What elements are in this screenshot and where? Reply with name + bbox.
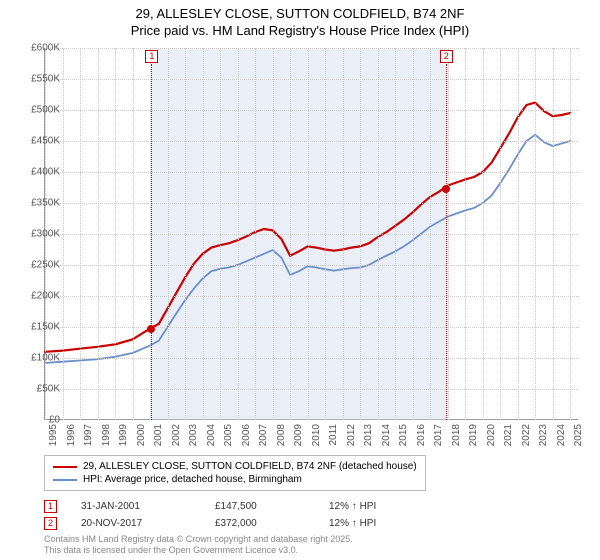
- x-axis-label: 2022: [521, 424, 532, 454]
- marker-price: £147,500: [215, 501, 305, 512]
- legend-swatch: [53, 479, 77, 481]
- x-axis-label: 2011: [328, 424, 339, 454]
- title-address: 29, ALLESLEY CLOSE, SUTTON COLDFIELD, B7…: [0, 6, 600, 21]
- marker-number-box: 1: [44, 500, 57, 513]
- x-axis-label: 2023: [538, 424, 549, 454]
- x-axis-label: 2004: [206, 424, 217, 454]
- plot-area: 12: [44, 48, 578, 420]
- legend-label: 29, ALLESLEY CLOSE, SUTTON COLDFIELD, B7…: [83, 461, 417, 472]
- y-axis-label: £350K: [10, 198, 60, 209]
- x-axis-label: 1997: [83, 424, 94, 454]
- marker-price: £372,000: [215, 518, 305, 529]
- y-axis-label: £400K: [10, 167, 60, 178]
- x-axis-label: 2016: [416, 424, 427, 454]
- marker-pct: 12% ↑ HPI: [329, 518, 439, 529]
- footer-attribution: Contains HM Land Registry data © Crown c…: [44, 534, 353, 556]
- x-axis-label: 2008: [276, 424, 287, 454]
- x-axis-label: 2000: [136, 424, 147, 454]
- x-axis-label: 1996: [66, 424, 77, 454]
- x-axis-label: 2019: [468, 424, 479, 454]
- x-axis-label: 2010: [311, 424, 322, 454]
- title-block: 29, ALLESLEY CLOSE, SUTTON COLDFIELD, B7…: [0, 0, 600, 38]
- marker-dot: [442, 185, 450, 193]
- marker-date: 31-JAN-2001: [81, 501, 191, 512]
- marker-date: 20-NOV-2017: [81, 518, 191, 529]
- marker-dot: [147, 325, 155, 333]
- y-axis-label: £300K: [10, 229, 60, 240]
- x-axis-label: 2020: [486, 424, 497, 454]
- footer-line: This data is licensed under the Open Gov…: [44, 545, 353, 556]
- marker-flag: 1: [145, 50, 158, 63]
- x-axis-label: 1999: [118, 424, 129, 454]
- x-axis-label: 2015: [398, 424, 409, 454]
- y-axis-label: £500K: [10, 105, 60, 116]
- x-axis-label: 2005: [223, 424, 234, 454]
- x-axis-label: 2007: [258, 424, 269, 454]
- x-axis-label: 2014: [381, 424, 392, 454]
- legend-label: HPI: Average price, detached house, Birm…: [83, 474, 302, 485]
- x-axis-label: 2012: [346, 424, 357, 454]
- data-point-row: 1 31-JAN-2001 £147,500 12% ↑ HPI: [44, 498, 439, 515]
- legend-swatch: [53, 466, 77, 468]
- y-axis-label: £550K: [10, 74, 60, 85]
- x-axis-label: 1998: [101, 424, 112, 454]
- footer-line: Contains HM Land Registry data © Crown c…: [44, 534, 353, 545]
- x-axis-label: 2009: [293, 424, 304, 454]
- y-axis-label: £250K: [10, 260, 60, 271]
- y-axis-label: £450K: [10, 136, 60, 147]
- title-subtitle: Price paid vs. HM Land Registry's House …: [0, 23, 600, 38]
- x-axis-label: 2017: [433, 424, 444, 454]
- x-axis-label: 2018: [451, 424, 462, 454]
- y-axis-label: £50K: [10, 384, 60, 395]
- y-axis-label: £100K: [10, 353, 60, 364]
- marker-number-box: 2: [44, 517, 57, 530]
- marker-flag: 2: [440, 50, 453, 63]
- chart-container: 29, ALLESLEY CLOSE, SUTTON COLDFIELD, B7…: [0, 0, 600, 560]
- legend-box: 29, ALLESLEY CLOSE, SUTTON COLDFIELD, B7…: [44, 455, 426, 491]
- x-axis-label: 2001: [153, 424, 164, 454]
- y-axis-label: £150K: [10, 322, 60, 333]
- x-axis-label: 2003: [188, 424, 199, 454]
- x-axis-label: 2013: [363, 424, 374, 454]
- x-axis-label: 2002: [171, 424, 182, 454]
- x-axis-label: 2024: [556, 424, 567, 454]
- legend-row: HPI: Average price, detached house, Birm…: [53, 473, 417, 486]
- y-axis-label: £600K: [10, 43, 60, 54]
- y-axis-label: £200K: [10, 291, 60, 302]
- data-point-row: 2 20-NOV-2017 £372,000 12% ↑ HPI: [44, 515, 439, 532]
- marker-pct: 12% ↑ HPI: [329, 501, 439, 512]
- legend-row: 29, ALLESLEY CLOSE, SUTTON COLDFIELD, B7…: [53, 460, 417, 473]
- data-point-table: 1 31-JAN-2001 £147,500 12% ↑ HPI 2 20-NO…: [44, 498, 439, 532]
- x-axis-label: 1995: [48, 424, 59, 454]
- x-axis-label: 2025: [573, 424, 584, 454]
- x-axis-label: 2021: [503, 424, 514, 454]
- x-axis-label: 2006: [241, 424, 252, 454]
